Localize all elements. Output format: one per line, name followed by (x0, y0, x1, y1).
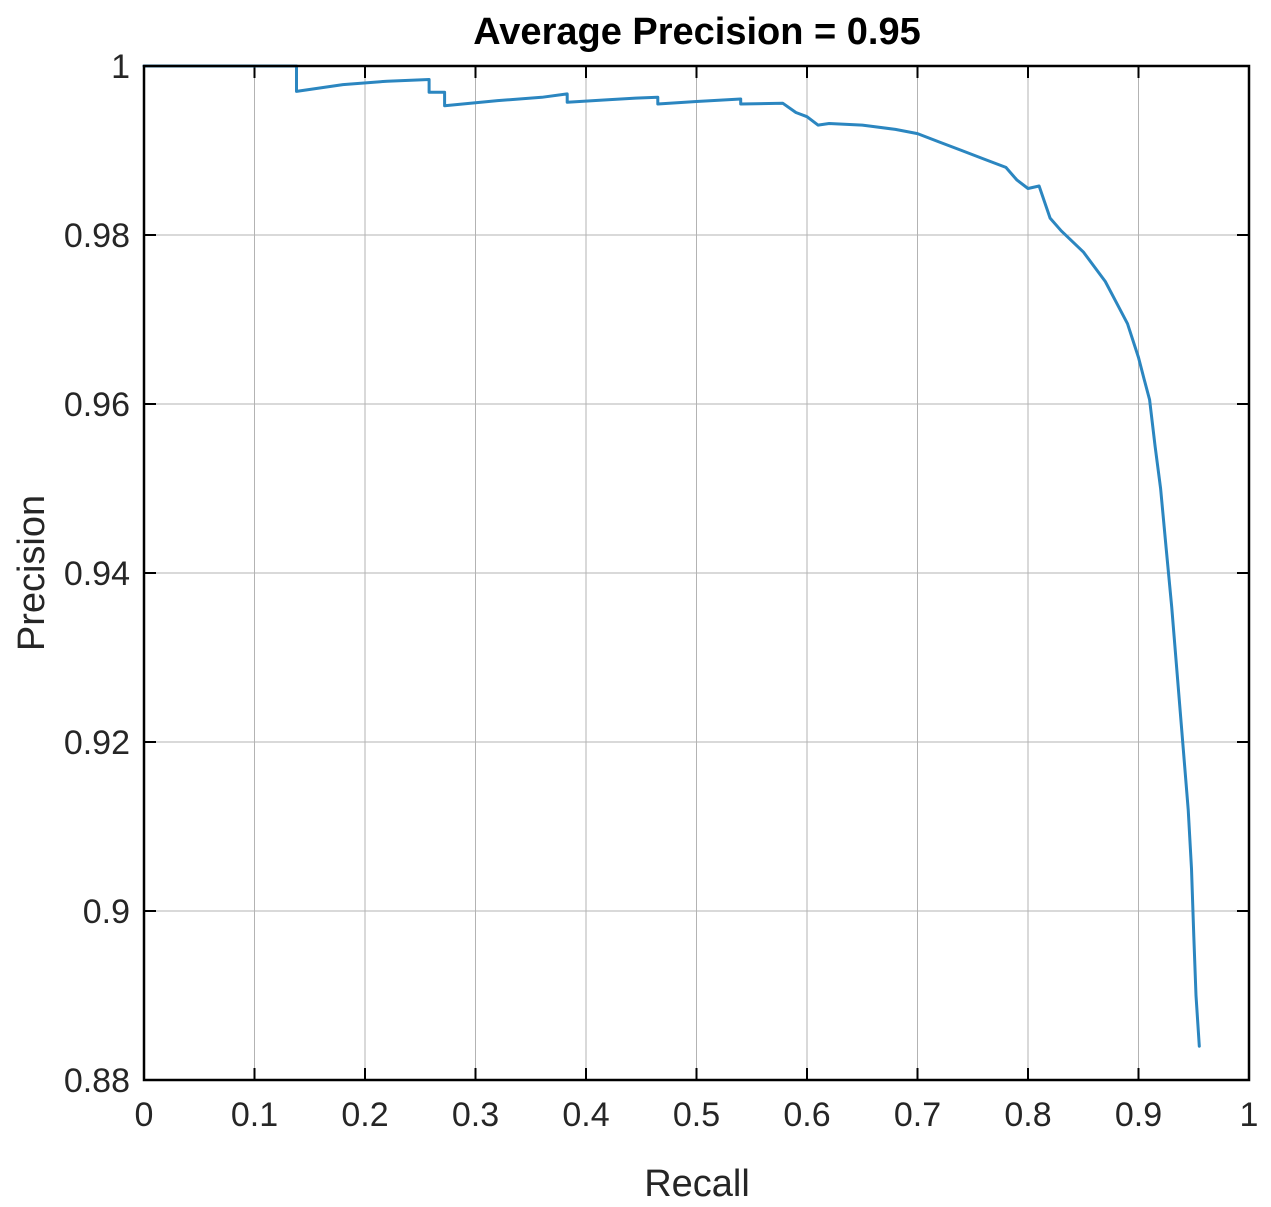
x-tick-label: 0 (135, 1096, 154, 1134)
y-tick-label: 0.96 (64, 386, 130, 424)
x-tick-label: 0.9 (1115, 1096, 1162, 1134)
chart-title: Average Precision = 0.95 (473, 11, 920, 53)
y-tick-label: 0.92 (64, 724, 130, 762)
x-tick-label: 0.6 (783, 1096, 830, 1134)
axis-ticks: 0 0.1 0.2 0.3 0.4 0.5 0.6 0.7 0.8 0.9 1 0.88 0.9 0.92… (64, 48, 1259, 1134)
x-tick-label: 0.7 (894, 1096, 941, 1134)
y-tick-label: 0.94 (64, 555, 130, 593)
x-tick-label: 0.5 (673, 1096, 720, 1134)
x-axis-label: Recall (644, 1163, 750, 1205)
y-axis-label: Precision (11, 495, 53, 651)
y-tick-label: 0.98 (64, 217, 130, 255)
x-tick-label: 0.3 (452, 1096, 499, 1134)
y-tick-label: 0.88 (64, 1062, 130, 1100)
x-tick-label: 0.2 (341, 1096, 388, 1134)
plot-frame (142, 64, 1251, 1082)
x-tick-label: 0.8 (1004, 1096, 1051, 1134)
y-tick-label: 1 (111, 48, 130, 86)
precision-recall-curve (142, 64, 1201, 1048)
series-layer (142, 64, 1201, 1048)
y-tick-label: 0.9 (83, 893, 130, 931)
x-tick-label: 0.4 (562, 1096, 609, 1134)
x-tick-label: 1 (1240, 1096, 1259, 1134)
x-tick-label: 0.1 (231, 1096, 278, 1134)
grid-lines (144, 66, 1249, 1080)
